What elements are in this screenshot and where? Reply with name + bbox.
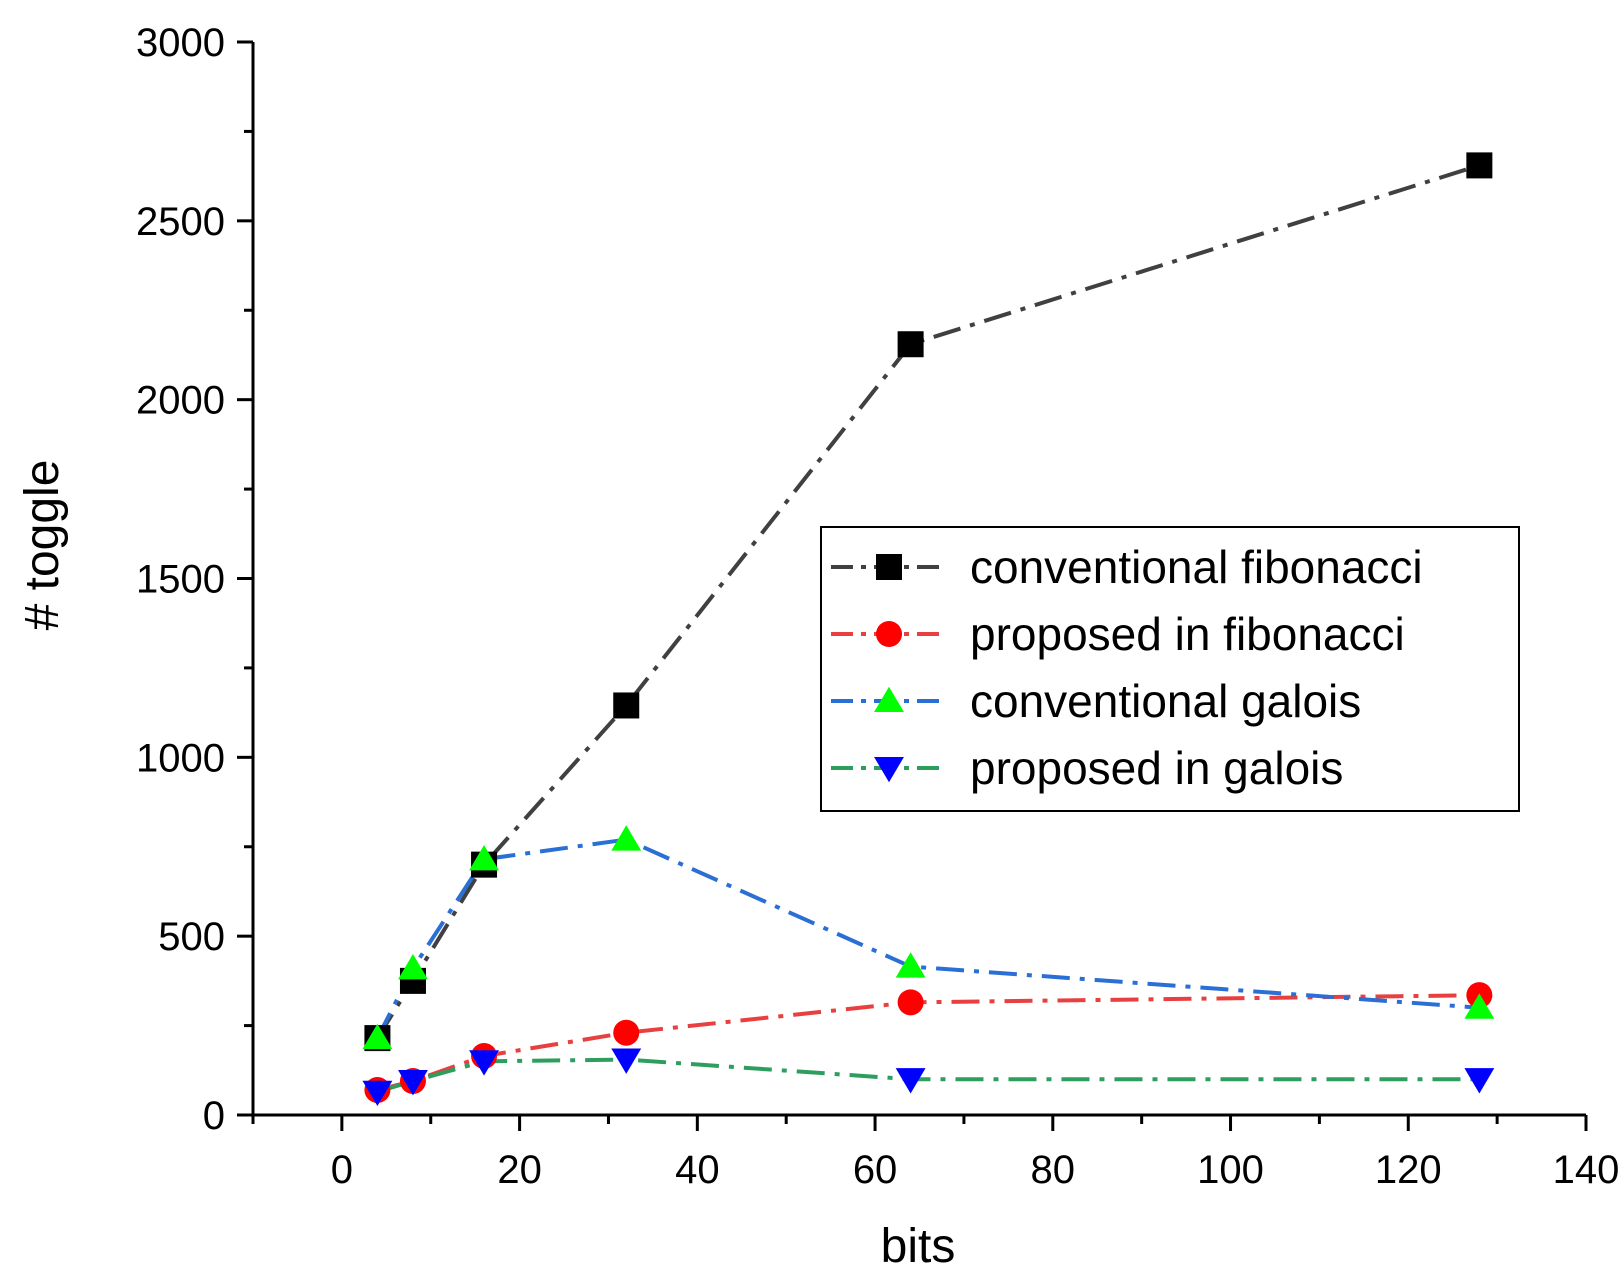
legend-label: proposed in galois <box>970 742 1343 794</box>
x-tick-label: 20 <box>497 1148 542 1192</box>
x-tick-label: 40 <box>675 1148 720 1192</box>
x-tick-label: 0 <box>331 1148 353 1192</box>
y-tick-label: 2000 <box>136 379 225 423</box>
axes: 0 500 1000 1500 2000 2500 3000 0 20 40 60 80 100 120 1… <box>136 21 1619 1192</box>
y-tick-label: 500 <box>158 915 225 959</box>
legend-marker <box>874 686 904 713</box>
series-layer <box>362 152 1495 1107</box>
data-point <box>613 692 640 719</box>
data-point <box>398 954 428 980</box>
data-point <box>362 1080 393 1107</box>
data-point <box>469 1050 500 1076</box>
y-tick-label: 3000 <box>136 21 225 65</box>
data-point <box>895 1068 926 1094</box>
legend-marker <box>874 756 904 783</box>
series-markers-1 <box>364 982 1493 1103</box>
series-line <box>376 1057 1480 1094</box>
y-tick-label: 1000 <box>136 736 225 780</box>
series-1 <box>376 993 1480 1092</box>
series-2 <box>375 837 1480 1040</box>
legend-marker <box>876 621 902 647</box>
x-tick-label: 120 <box>1375 1148 1442 1192</box>
data-point <box>611 825 642 851</box>
data-point <box>897 989 924 1016</box>
data-point <box>1464 993 1495 1019</box>
data-point <box>895 952 926 978</box>
legend-box <box>820 526 1520 812</box>
x-tick-label: 80 <box>1031 1148 1076 1192</box>
data-point <box>1464 1068 1495 1094</box>
legend-label: conventional fibonacci <box>970 541 1423 593</box>
legend-label: proposed in fibonacci <box>970 608 1405 660</box>
y-tick-label: 0 <box>203 1094 225 1138</box>
data-point <box>1466 152 1493 179</box>
data-point <box>897 331 924 358</box>
y-tick-label: 2500 <box>136 200 225 244</box>
series-3 <box>376 1057 1480 1094</box>
legend: conventional fibonacci proposed in fibona… <box>820 526 1520 812</box>
x-tick-label: 60 <box>853 1148 898 1192</box>
series-line <box>376 993 1480 1092</box>
y-axis-title: # toggle <box>16 460 69 631</box>
legend-marker <box>876 554 902 580</box>
x-tick-label: 100 <box>1197 1148 1264 1192</box>
data-point <box>613 1019 640 1046</box>
data-point <box>611 1048 642 1074</box>
series-line <box>375 837 1480 1040</box>
data-point <box>362 1023 393 1050</box>
y-tick-label: 1500 <box>136 558 225 602</box>
data-point <box>469 844 500 871</box>
legend-label: conventional galois <box>970 675 1361 727</box>
series-markers-3 <box>362 1048 1495 1107</box>
series-markers-2 <box>362 825 1495 1050</box>
x-axis-title: bits <box>881 1220 956 1273</box>
x-tick-label: 140 <box>1553 1148 1620 1192</box>
data-point <box>398 1069 428 1096</box>
